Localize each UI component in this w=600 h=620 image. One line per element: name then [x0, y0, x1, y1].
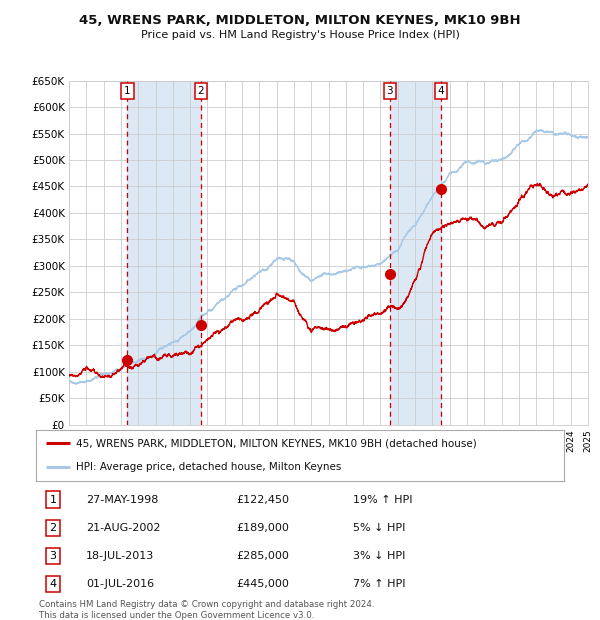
Text: 45, WRENS PARK, MIDDLETON, MILTON KEYNES, MK10 9BH (detached house): 45, WRENS PARK, MIDDLETON, MILTON KEYNES…	[76, 438, 476, 448]
Text: £122,450: £122,450	[236, 495, 290, 505]
Text: 3% ↓ HPI: 3% ↓ HPI	[353, 551, 405, 561]
Bar	[127, 81, 201, 425]
Text: 2: 2	[49, 523, 56, 533]
Text: £189,000: £189,000	[236, 523, 290, 533]
Text: 4: 4	[49, 579, 56, 589]
Text: 01-JUL-2016: 01-JUL-2016	[86, 579, 154, 589]
Text: HPI: Average price, detached house, Milton Keynes: HPI: Average price, detached house, Milt…	[76, 462, 341, 472]
Text: 3: 3	[49, 551, 56, 561]
Bar	[390, 81, 441, 425]
Text: £445,000: £445,000	[236, 579, 290, 589]
Text: 5% ↓ HPI: 5% ↓ HPI	[353, 523, 405, 533]
Text: 3: 3	[386, 86, 393, 95]
Text: 21-AUG-2002: 21-AUG-2002	[86, 523, 161, 533]
Text: Contains HM Land Registry data © Crown copyright and database right 2024.
This d: Contains HM Land Registry data © Crown c…	[39, 600, 374, 619]
Text: 19% ↑ HPI: 19% ↑ HPI	[353, 495, 412, 505]
Text: 2: 2	[197, 86, 205, 95]
Text: 18-JUL-2013: 18-JUL-2013	[86, 551, 154, 561]
Text: 1: 1	[124, 86, 131, 95]
Text: 1: 1	[49, 495, 56, 505]
Text: 27-MAY-1998: 27-MAY-1998	[86, 495, 158, 505]
Text: £285,000: £285,000	[236, 551, 290, 561]
Text: 7% ↑ HPI: 7% ↑ HPI	[353, 579, 406, 589]
Text: 45, WRENS PARK, MIDDLETON, MILTON KEYNES, MK10 9BH: 45, WRENS PARK, MIDDLETON, MILTON KEYNES…	[79, 14, 521, 27]
Text: 4: 4	[437, 86, 444, 95]
Text: Price paid vs. HM Land Registry's House Price Index (HPI): Price paid vs. HM Land Registry's House …	[140, 30, 460, 40]
